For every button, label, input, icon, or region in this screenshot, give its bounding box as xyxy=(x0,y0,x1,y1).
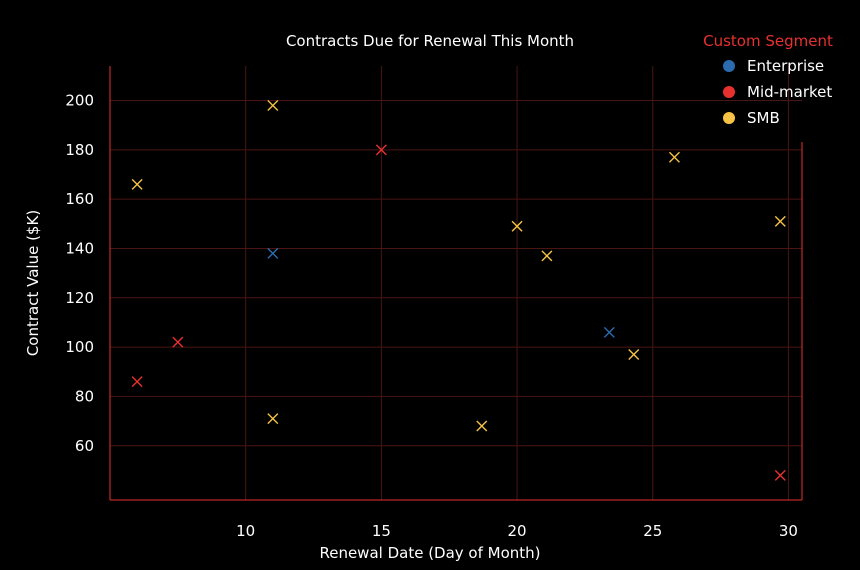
legend-label: Enterprise xyxy=(747,57,824,75)
data-point xyxy=(603,326,615,338)
legend-label: Mid-market xyxy=(747,83,832,101)
y-tick-label: 140 xyxy=(65,239,94,257)
x-tick-labels: 10 15 20 25 30 xyxy=(236,522,798,540)
legend-marker xyxy=(723,112,735,124)
data-point xyxy=(375,144,387,156)
y-tick-label: 80 xyxy=(75,387,94,405)
y-tick-label: 60 xyxy=(75,437,94,455)
data-points xyxy=(131,99,786,481)
y-tick-label: 200 xyxy=(65,92,94,110)
data-point xyxy=(774,469,786,481)
data-point xyxy=(267,99,279,111)
data-point xyxy=(668,151,680,163)
y-tick-label: 160 xyxy=(65,190,94,208)
data-point xyxy=(541,250,553,262)
x-tick-label: 10 xyxy=(236,522,255,540)
data-point xyxy=(172,336,184,348)
y-tick-label: 100 xyxy=(65,338,94,356)
grid xyxy=(110,66,802,500)
x-tick-label: 25 xyxy=(643,522,662,540)
legend-marker xyxy=(723,86,735,98)
y-axis-label: Contract Value ($K) xyxy=(24,210,42,356)
data-point xyxy=(131,376,143,388)
legend-title: Custom Segment xyxy=(703,32,833,50)
data-point xyxy=(628,349,640,361)
data-point xyxy=(267,413,279,425)
axes xyxy=(109,66,803,501)
x-tick-label: 15 xyxy=(372,522,391,540)
data-point xyxy=(131,178,143,190)
legend-label: SMB xyxy=(747,109,780,127)
data-point xyxy=(511,220,523,232)
x-tick-label: 30 xyxy=(779,522,798,540)
x-tick-label: 20 xyxy=(508,522,527,540)
x-axis-label: Renewal Date (Day of Month) xyxy=(319,544,540,562)
chart-title: Contracts Due for Renewal This Month xyxy=(286,32,574,50)
y-tick-labels: 60 80 100 120 140 160 180 200 xyxy=(65,92,94,455)
data-point xyxy=(476,420,488,432)
y-tick-label: 180 xyxy=(65,141,94,159)
legend-marker xyxy=(723,60,735,72)
legend: Custom Segment Enterprise Mid-market SMB xyxy=(703,32,833,127)
data-point xyxy=(267,247,279,259)
y-tick-label: 120 xyxy=(65,289,94,307)
data-point xyxy=(774,215,786,227)
